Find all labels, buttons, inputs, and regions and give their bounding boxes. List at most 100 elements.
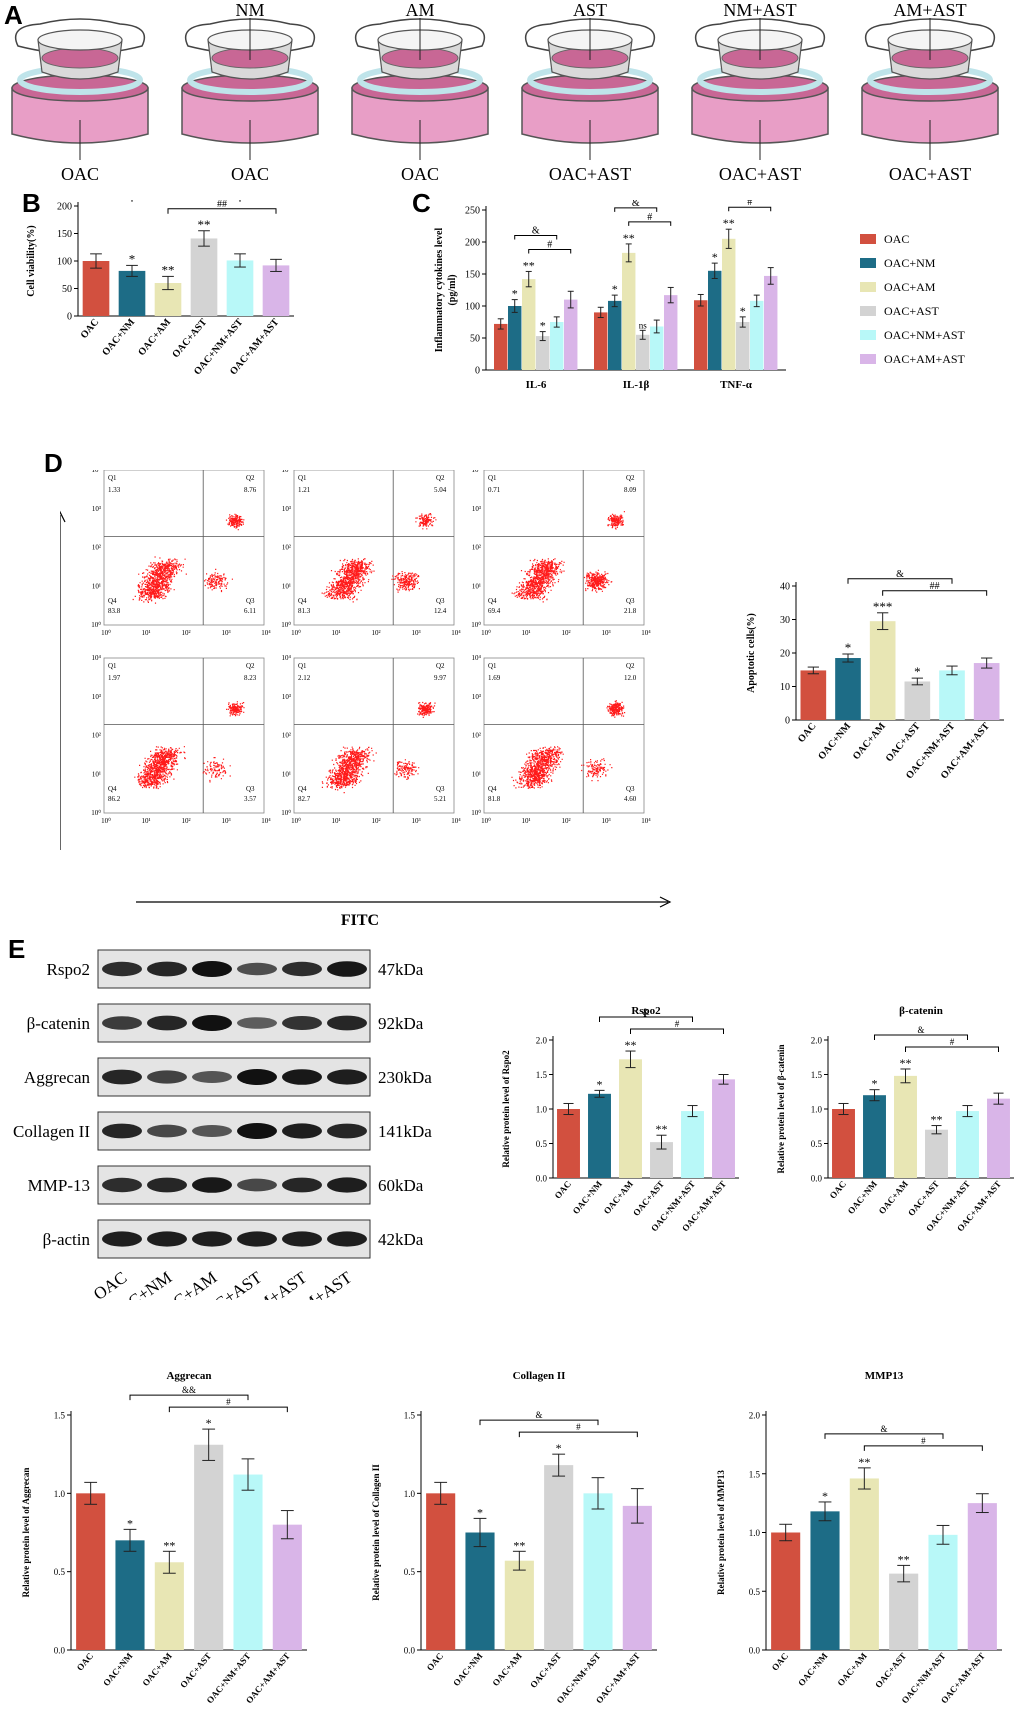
bar — [594, 312, 608, 370]
insert-label: AM — [405, 0, 434, 20]
event-dots — [321, 701, 436, 794]
cell-viability-chart: 0 50 100 150 200 Cell viability(%) OAC * OAC+NM *… — [26, 200, 294, 377]
bar — [622, 1505, 652, 1650]
bar — [764, 275, 778, 370]
y-axis-label: Relative protein level of MMP13 — [716, 1470, 726, 1595]
x-tick-label: 10³ — [221, 629, 230, 637]
bracket-label: # — [950, 1037, 955, 1047]
bar — [708, 270, 722, 370]
event-dots — [132, 513, 245, 604]
molecular-weight: 92kDa — [378, 1014, 424, 1033]
x-tick-label: 10⁴ — [451, 629, 461, 637]
quadrant-value: 0.71 — [488, 486, 501, 494]
significance-mark: ** — [163, 1538, 175, 1552]
quadrant-name: Q3 — [436, 597, 445, 605]
comparison-bracket — [168, 1406, 288, 1413]
bar — [869, 621, 896, 720]
chart-title: Collagen II — [513, 1370, 566, 1382]
bracket-label: && — [182, 1385, 196, 1395]
blot-strip — [97, 1003, 371, 1043]
bar — [750, 300, 764, 370]
x-tick-label: 10⁴ — [641, 817, 651, 825]
protein-name: β-actin — [43, 1230, 91, 1249]
x-tick-label: OAC — [425, 1651, 446, 1673]
y-tick-label: 10³ — [92, 505, 101, 513]
y-tick-label: 10⁰ — [281, 809, 291, 817]
y-tick-label: 10⁴ — [472, 470, 482, 474]
collagen-ii-chart: Collagen II 0.0 0.5 1.0 1.5 Relative protein … — [371, 1370, 657, 1705]
quadrant-name: Q1 — [108, 474, 117, 482]
y-tick-label: 250 — [465, 206, 480, 217]
insert-label: AM+AST — [893, 0, 966, 20]
y-tick-label: 10² — [92, 732, 101, 740]
bar — [694, 300, 708, 370]
y-tick-label: 0.5 — [54, 1567, 66, 1577]
significance-mark: ** — [523, 258, 535, 272]
panel-letter-d: D — [44, 448, 63, 478]
quadrant-value: 81.8 — [488, 795, 501, 803]
y-tick-label: 10² — [472, 544, 481, 552]
bar — [226, 260, 254, 316]
significance-mark: ** — [898, 1552, 910, 1566]
x-tick-label: 10⁰ — [291, 817, 301, 825]
bar — [272, 1524, 302, 1650]
significance-mark: * — [556, 1441, 562, 1455]
protein-band — [192, 1015, 232, 1031]
y-tick-label: 10⁴ — [92, 654, 102, 662]
well-body — [181, 87, 319, 144]
significance-mark: ** — [623, 231, 635, 245]
legend-swatch — [860, 306, 876, 316]
legend-label: OAC+NM+AST — [884, 328, 966, 342]
bar — [939, 670, 965, 720]
molecular-weight: 141kDa — [378, 1122, 432, 1141]
y-tick-label: 0.0 — [404, 1646, 416, 1656]
event-dots — [321, 513, 437, 603]
comparison-bracket — [847, 578, 953, 584]
quadrant-value: 6.11 — [244, 607, 256, 615]
protein-band — [327, 961, 367, 977]
protein-band — [192, 1071, 232, 1083]
well-label: OAC — [401, 164, 439, 184]
y-tick-label: 10⁰ — [281, 621, 291, 629]
quadrant-name: Q3 — [246, 785, 255, 793]
legend-swatch — [860, 234, 876, 244]
y-tick-label: 50 — [62, 284, 72, 295]
legend-label: OAC+AST — [884, 304, 939, 318]
legend-label: OAC+NM — [884, 256, 936, 270]
bar — [622, 252, 636, 370]
significance-mark: * — [845, 640, 852, 655]
legend-label: OAC+AM+AST — [884, 352, 966, 366]
bracket-label: & — [532, 225, 540, 236]
fitc-axis-label: FITC — [341, 912, 379, 929]
x-tick-label: 10³ — [601, 817, 610, 825]
bar — [564, 299, 578, 370]
significance-mark: * — [914, 664, 921, 679]
plot-frame — [483, 657, 645, 814]
y-tick-label: 0.0 — [54, 1646, 66, 1656]
y-tick-label: 0.0 — [749, 1646, 761, 1656]
x-tick-label: 10⁴ — [451, 817, 461, 825]
significance-mark: * — [127, 1516, 133, 1530]
y-tick-label: 0.5 — [811, 1139, 823, 1149]
y-tick-label: 10 — [780, 682, 790, 693]
x-tick-label: 10⁰ — [101, 629, 111, 637]
bar — [800, 670, 827, 720]
y-tick-label: 10⁴ — [282, 654, 292, 662]
protein-band — [147, 961, 187, 977]
y-tick-label: 10⁰ — [91, 809, 101, 817]
y-axis-label: (pg/ml) — [447, 274, 458, 305]
bracket-label: # — [747, 200, 752, 208]
y-tick-label: 1.5 — [811, 1070, 823, 1080]
y-tick-label: 10² — [282, 732, 291, 740]
protein-band — [147, 1070, 187, 1084]
legend-label: OAC+AM — [884, 280, 936, 294]
quadrant-name: Q2 — [246, 662, 255, 670]
x-tick-label: 10¹ — [141, 629, 150, 637]
protein-band — [327, 1231, 367, 1247]
protein-band — [282, 1177, 322, 1193]
quadrant-name: Q1 — [298, 662, 307, 670]
protein-band — [192, 1231, 232, 1247]
comparison-bracket — [905, 1046, 999, 1052]
y-tick-label: 1.0 — [749, 1528, 761, 1538]
x-tick-label: TNF-α — [720, 379, 753, 391]
